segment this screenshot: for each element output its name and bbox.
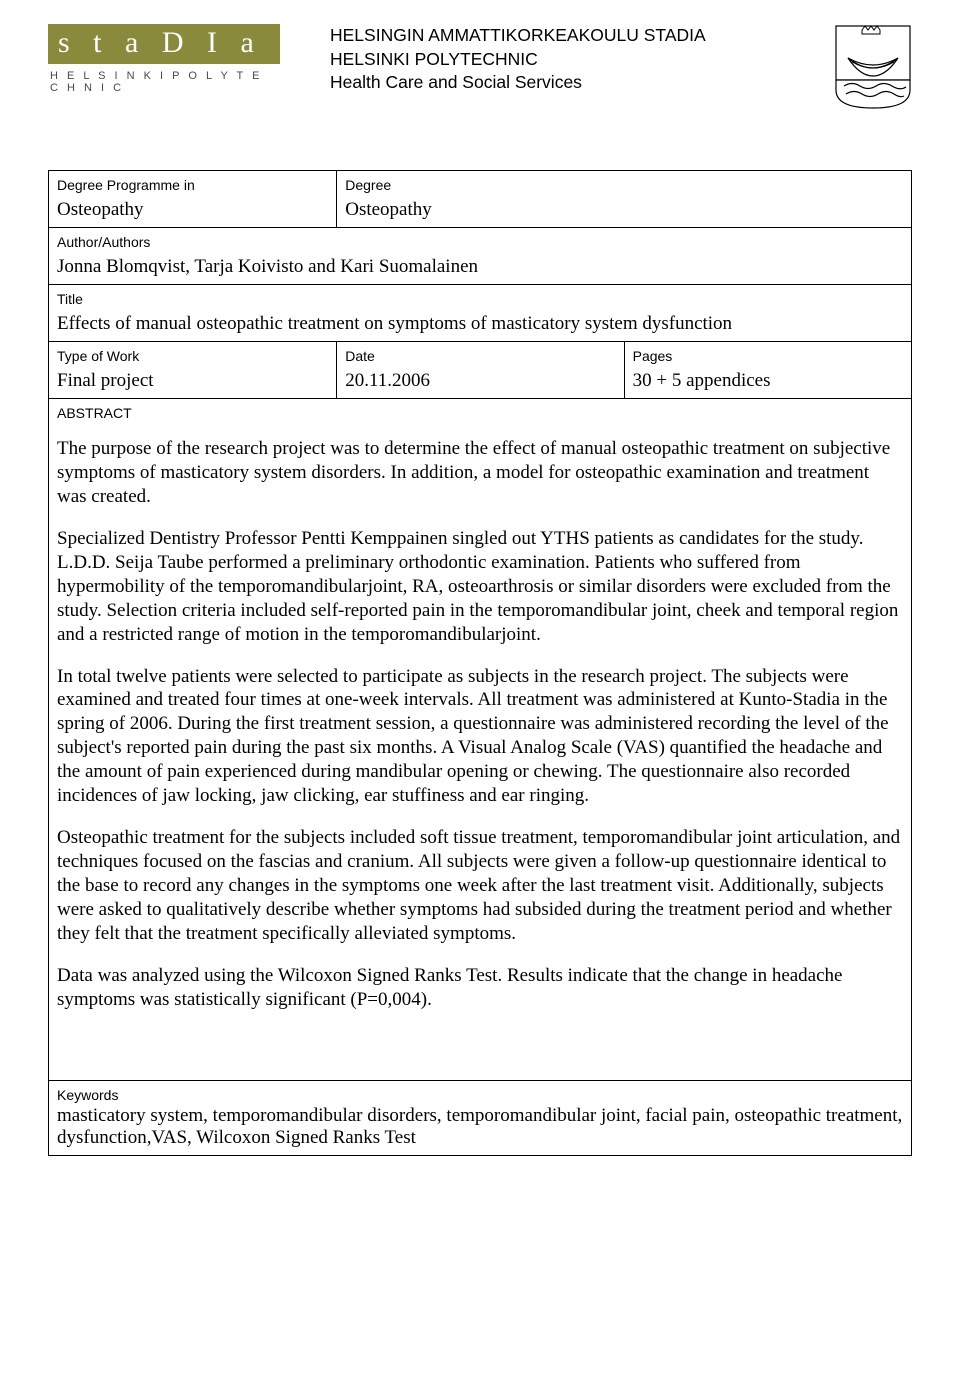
letterhead: s t a D I a H E L S I N K I P O L Y T E … <box>48 24 912 110</box>
label-title: Title <box>57 291 903 307</box>
abstract-p5: Data was analyzed using the Wilcoxon Sig… <box>57 964 903 1012</box>
cell-abstract-body: The purpose of the research project was … <box>49 431 912 1080</box>
value-type-of-work: Final project <box>57 370 154 391</box>
cell-pages: Pages 30 + 5 appendices <box>624 342 911 399</box>
cell-date: Date 20.11.2006 <box>337 342 624 399</box>
institution-line3: Health Care and Social Services <box>330 71 834 95</box>
abstract-p2: Specialized Dentistry Professor Pentti K… <box>57 527 903 647</box>
value-date: 20.11.2006 <box>345 370 430 391</box>
cell-abstract-label: ABSTRACT <box>49 399 912 432</box>
abstract-p3: In total twelve patients were selected t… <box>57 665 903 809</box>
label-degree-programme: Degree Programme in <box>57 177 328 193</box>
stadia-logo: s t a D I a H E L S I N K I P O L Y T E … <box>48 24 280 94</box>
cell-degree-programme: Degree Programme in Osteopathy <box>49 171 337 228</box>
abstract-p4: Osteopathic treatment for the subjects i… <box>57 826 903 946</box>
label-abstract: ABSTRACT <box>57 405 903 421</box>
label-authors: Author/Authors <box>57 234 903 250</box>
label-keywords: Keywords <box>57 1087 903 1103</box>
abstract-text: The purpose of the research project was … <box>57 437 903 1012</box>
cover-form: Degree Programme in Osteopathy Degree Os… <box>48 170 912 1156</box>
helsinki-crest-icon <box>834 24 912 110</box>
label-pages: Pages <box>633 348 903 364</box>
value-degree-programme: Osteopathy <box>57 199 144 220</box>
label-type-of-work: Type of Work <box>57 348 328 364</box>
institution-line2: HELSINKI POLYTECHNIC <box>330 48 834 72</box>
value-keywords: masticatory system, temporomandibular di… <box>57 1105 902 1148</box>
label-date: Date <box>345 348 615 364</box>
label-degree: Degree <box>345 177 903 193</box>
logo-subtext: H E L S I N K I P O L Y T E C H N I C <box>48 64 280 94</box>
cell-authors: Author/Authors Jonna Blomqvist, Tarja Ko… <box>49 228 912 285</box>
cell-title: Title Effects of manual osteopathic trea… <box>49 285 912 342</box>
abstract-p1: The purpose of the research project was … <box>57 437 903 509</box>
cell-type-of-work: Type of Work Final project <box>49 342 337 399</box>
page: s t a D I a H E L S I N K I P O L Y T E … <box>0 0 960 1196</box>
cell-degree: Degree Osteopathy <box>337 171 912 228</box>
value-authors: Jonna Blomqvist, Tarja Koivisto and Kari… <box>57 256 478 277</box>
value-degree: Osteopathy <box>345 199 432 220</box>
logo-wordmark: s t a D I a <box>48 24 280 64</box>
value-title: Effects of manual osteopathic treatment … <box>57 313 732 334</box>
institution-line1: HELSINGIN AMMATTIKORKEAKOULU STADIA <box>330 24 834 48</box>
institution-block: HELSINGIN AMMATTIKORKEAKOULU STADIA HELS… <box>280 24 834 95</box>
value-pages: 30 + 5 appendices <box>633 370 771 391</box>
cell-keywords: Keywords masticatory system, temporomand… <box>49 1080 912 1155</box>
